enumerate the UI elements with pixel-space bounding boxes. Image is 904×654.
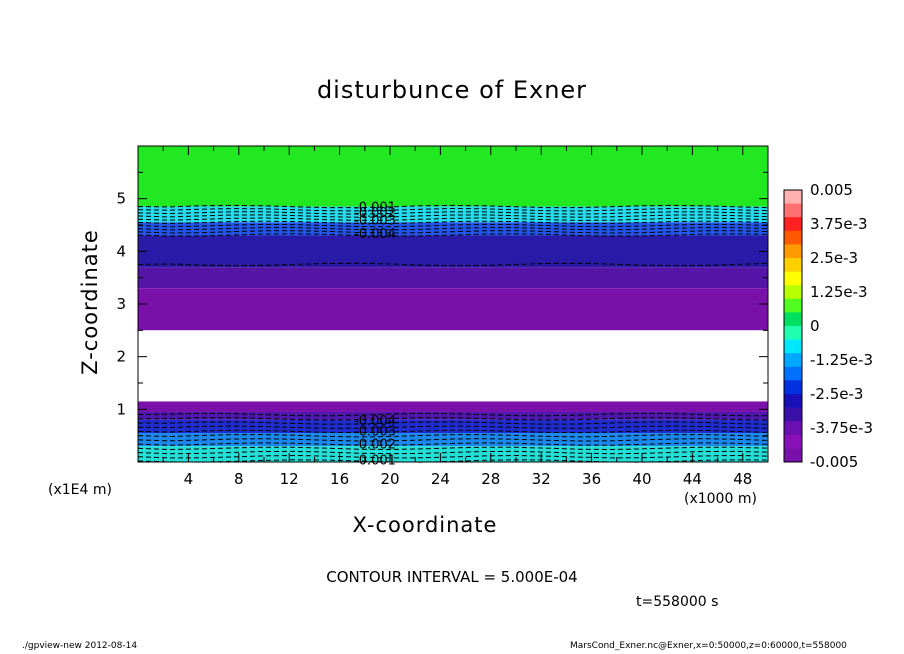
colorbar-label: -3.75e-3 <box>810 419 873 437</box>
colorbar-segment <box>784 217 802 232</box>
contour-line <box>137 417 769 421</box>
contour-line <box>137 412 769 417</box>
colorbar-label: 1.25e-3 <box>810 283 868 301</box>
x-tick-label: 32 <box>532 470 551 488</box>
contour-line <box>137 459 769 463</box>
y-tick-label: 1 <box>116 400 126 418</box>
colorbar-segment <box>784 230 802 245</box>
x-axis-label: X-coordinate <box>352 513 498 537</box>
x-unit-label: (x1000 m) <box>684 491 757 507</box>
contour-line <box>137 217 769 221</box>
contour-label: -0.003 <box>354 214 396 229</box>
contour-band <box>138 330 768 402</box>
colorbar-label: -1.25e-3 <box>810 351 873 369</box>
contour-line <box>137 214 769 218</box>
contour-line <box>137 425 769 429</box>
x-tick-label: 4 <box>184 470 194 488</box>
contour-line <box>137 421 769 425</box>
contour-line <box>137 442 769 446</box>
colorbar-segment <box>784 312 802 327</box>
contour-label: -0.004 <box>354 227 396 242</box>
contour-line <box>137 454 769 459</box>
contour-band <box>138 401 768 412</box>
x-tick-label: 48 <box>733 470 752 488</box>
x-tick-label: 28 <box>481 470 500 488</box>
plot-area: -0.001-0.002-0.003-0.004-0.004-0.003-0.0… <box>116 145 769 488</box>
colorbar-segment <box>784 258 802 273</box>
contour-band <box>138 222 768 236</box>
colorbar-segment <box>784 407 802 422</box>
contour-line <box>137 223 769 228</box>
contour-line <box>137 211 769 215</box>
contour-label: -0.001 <box>354 201 396 216</box>
colorbar-segment <box>784 203 802 218</box>
colorbar-segment <box>784 326 802 341</box>
colorbar-label: 0.005 <box>810 181 853 199</box>
y-tick-label: 3 <box>116 295 126 313</box>
contour-line <box>137 446 769 451</box>
contour-line <box>137 438 769 442</box>
colorbar-segment <box>784 448 802 463</box>
contour-label: -0.004 <box>354 414 396 429</box>
colorbar-segment <box>784 421 802 436</box>
colorbar-label: 0 <box>810 317 820 335</box>
x-scale-label: (x1E4 m) <box>48 482 112 498</box>
colorbar-segment <box>784 353 802 368</box>
colorbar-segment <box>784 244 802 259</box>
contour-line <box>137 434 769 438</box>
x-tick-label: 12 <box>280 470 299 488</box>
contour-band <box>138 288 768 331</box>
colorbar-segment <box>784 271 802 286</box>
y-tick-label: 2 <box>116 348 126 366</box>
contour-label: -0.002 <box>354 206 396 221</box>
colorbar-label: -0.005 <box>810 453 858 471</box>
contour-line <box>137 230 769 234</box>
contour-band <box>138 235 768 268</box>
x-tick-label: 40 <box>632 470 651 488</box>
colorbar-segment <box>784 190 802 205</box>
chart-title: disturbunce of Exner <box>316 76 588 104</box>
colorbar-label: 2.5e-3 <box>810 249 858 267</box>
contour-line <box>137 450 769 455</box>
colorbar-label: -2.5e-3 <box>810 385 863 403</box>
y-tick-label: 5 <box>116 190 126 208</box>
x-tick-label: 36 <box>582 470 601 488</box>
colorbar-segment <box>784 339 802 354</box>
contour-band <box>138 267 768 289</box>
contour-line <box>137 233 769 237</box>
contour-line <box>137 220 769 225</box>
footer-file-info: MarsCond_Exner.nc@Exner,x=0:50000,z=0:60… <box>570 641 847 651</box>
footer-program-info: ./gpview-new 2012-08-14 <box>22 641 138 651</box>
contour-interval-text: CONTOUR INTERVAL = 5.000E-04 <box>326 568 578 586</box>
contour-band <box>138 446 768 462</box>
colorbar-segment <box>784 434 802 449</box>
time-label: t=558000 s <box>636 594 719 610</box>
colorbar-label: 3.75e-3 <box>810 215 868 233</box>
contour-line <box>137 262 769 267</box>
colorbar: 0.005 3.75e-3 2.5e-3 1.25e-3 0 -1.25e-3 -2.5e-… <box>783 181 873 471</box>
y-axis-label: Z-coordinate <box>78 229 102 375</box>
x-tick-label: 44 <box>683 470 702 488</box>
colorbar-segment <box>784 394 802 409</box>
colorbar-segment <box>784 298 802 313</box>
colorbar-segment <box>784 380 802 395</box>
contour-line <box>137 207 769 212</box>
contour-line <box>137 227 769 231</box>
contour-band <box>138 411 768 420</box>
contour-line <box>137 204 769 209</box>
colorbar-segment <box>784 366 802 381</box>
y-tick-label: 4 <box>116 242 126 260</box>
contour-label: -0.002 <box>354 438 396 453</box>
x-tick-label: 20 <box>380 470 399 488</box>
x-tick-label: 24 <box>431 470 450 488</box>
contour-label: -0.003 <box>354 424 396 439</box>
contour-line <box>137 429 769 434</box>
colorbar-frame <box>783 189 803 463</box>
contour-band <box>138 146 768 207</box>
colorbar-segment <box>784 285 802 300</box>
x-tick-label: 16 <box>330 470 349 488</box>
x-tick-label: 8 <box>234 470 244 488</box>
